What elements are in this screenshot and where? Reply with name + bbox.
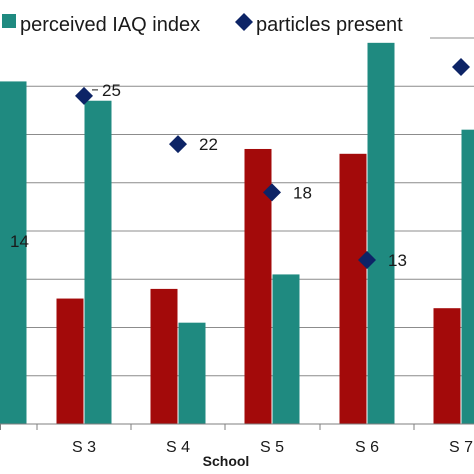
particles-label-4: 13 — [388, 251, 407, 270]
particles-marker-4 — [358, 250, 376, 269]
bar-iaq-5 — [461, 129, 474, 425]
x-tick-label-3: S 5 — [260, 439, 284, 456]
bar-iaq-4 — [367, 42, 395, 424]
legend: perceived IAQ index particles present — [2, 13, 403, 36]
particles-label-0: 14 — [10, 232, 29, 251]
legend-swatch-iaq — [2, 14, 16, 28]
bar-red-2 — [150, 288, 178, 424]
x-tick-label-5: S 7 — [449, 439, 473, 456]
x-tick-labels: S 3 S 4 S 5 S 6 S 7 — [0, 424, 473, 456]
particles-marker-3 — [263, 183, 281, 202]
bar-iaq-2 — [178, 322, 206, 424]
particles-label-2: 22 — [199, 135, 218, 154]
bar-iaq-0 — [0, 81, 27, 425]
legend-label-particles: particles present — [256, 14, 403, 36]
legend-label-iaq: perceived IAQ index — [20, 14, 200, 36]
markers — [75, 57, 470, 269]
bars — [0, 42, 474, 425]
x-tick-label-2: S 4 — [166, 439, 190, 456]
bar-red-5 — [433, 308, 461, 424]
particles-marker-1 — [75, 86, 93, 105]
data-labels: 25 22 18 13 14 — [10, 81, 407, 270]
bar-red-4 — [339, 153, 367, 425]
bar-iaq-3 — [272, 274, 300, 424]
x-axis-title: School — [203, 453, 250, 469]
legend-marker-particles — [235, 13, 253, 31]
particles-marker-2 — [169, 135, 187, 154]
particles-marker-5 — [452, 57, 470, 76]
particles-label-3: 18 — [293, 183, 312, 202]
particles-label-1: 25 — [102, 81, 121, 100]
x-tick-label-1: S 3 — [72, 439, 96, 456]
x-tick-label-4: S 6 — [355, 439, 379, 456]
bar-red-1 — [56, 298, 84, 424]
bar-iaq-1 — [84, 100, 112, 424]
